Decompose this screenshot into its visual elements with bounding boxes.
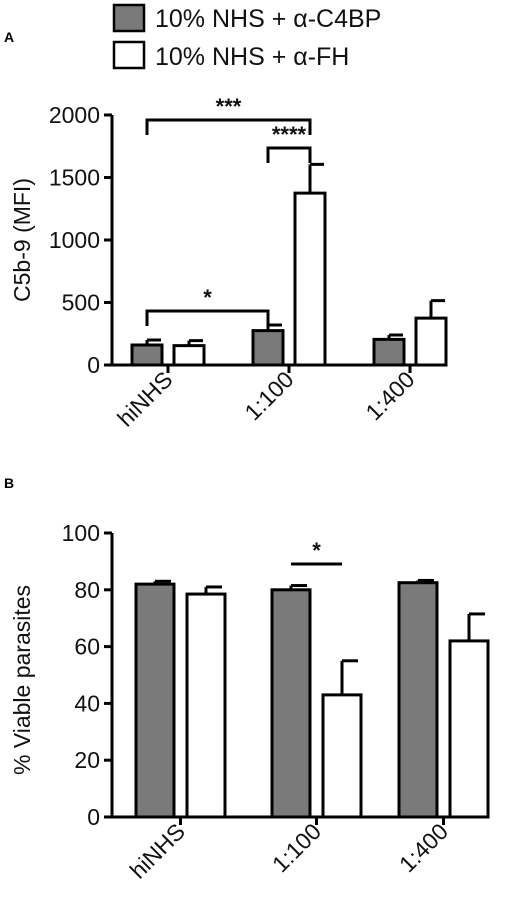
significance-bracket bbox=[266, 146, 312, 163]
panel-label-b: B bbox=[4, 475, 14, 491]
y-tick-label: 60 bbox=[74, 634, 100, 660]
y-tick-label: 500 bbox=[62, 290, 100, 316]
bar bbox=[251, 329, 285, 367]
y-axis-label-a: C5b-9 (MFI) bbox=[9, 178, 35, 302]
y-tick-label: 20 bbox=[74, 747, 100, 773]
significance-bracket bbox=[145, 118, 312, 135]
x-tick-label: hiNHS bbox=[112, 366, 177, 431]
bar bbox=[397, 581, 439, 819]
x-tick-label: 1:100 bbox=[239, 366, 298, 425]
y-tick-label: 80 bbox=[74, 577, 100, 603]
panel-label-a: A bbox=[4, 29, 14, 45]
bar bbox=[448, 639, 490, 819]
bar bbox=[130, 343, 164, 367]
y-tick-label: 1500 bbox=[49, 165, 100, 191]
legend-label-fh: 10% NHS + α-FH bbox=[155, 43, 349, 71]
x-tick-label: 1:400 bbox=[360, 366, 419, 425]
bar bbox=[293, 191, 327, 367]
legend-swatch-fh bbox=[112, 40, 146, 70]
significance-label: * bbox=[203, 285, 212, 310]
y-tick-label: 40 bbox=[74, 690, 100, 716]
legend-swatch-c4bp bbox=[112, 3, 146, 33]
bar bbox=[270, 588, 312, 819]
y-tick-label: 0 bbox=[87, 352, 100, 378]
significance-label: * bbox=[312, 538, 321, 563]
x-tick-label: hiNHS bbox=[125, 818, 190, 883]
significance-bracket bbox=[145, 309, 270, 326]
plot-area-b: 0 20 40 60 80 100 hiNHS 1:100 1:400 * bbox=[62, 520, 490, 884]
x-tick-label: 1:400 bbox=[394, 818, 453, 877]
bar bbox=[134, 582, 176, 819]
bar bbox=[172, 344, 206, 367]
significance-label: *** bbox=[216, 94, 242, 119]
chart-panel-b: B % Viable parasites 0 20 40 60 80 100 hiNHS 1:… bbox=[4, 475, 490, 884]
legend: 10% NHS + α-C4BP 10% NHS + α-FH bbox=[112, 3, 381, 71]
bar bbox=[414, 316, 448, 367]
y-tick-label: 1000 bbox=[49, 227, 100, 253]
y-tick-label: 2000 bbox=[49, 102, 100, 128]
bar bbox=[321, 693, 363, 819]
chart-panel-a: A C5b-9 (MFI) 0 500 1000 1500 2000 hiNHS 1:100… bbox=[4, 29, 448, 432]
legend-label-c4bp: 10% NHS + α-C4BP bbox=[155, 5, 381, 33]
x-tick-label: 1:100 bbox=[267, 818, 326, 877]
bar bbox=[372, 337, 406, 367]
significance-label: **** bbox=[272, 122, 307, 147]
bar bbox=[185, 592, 227, 819]
y-axis-label-b: % Viable parasites bbox=[9, 585, 35, 775]
y-tick-label: 100 bbox=[62, 520, 100, 546]
y-tick-label: 0 bbox=[87, 804, 100, 830]
